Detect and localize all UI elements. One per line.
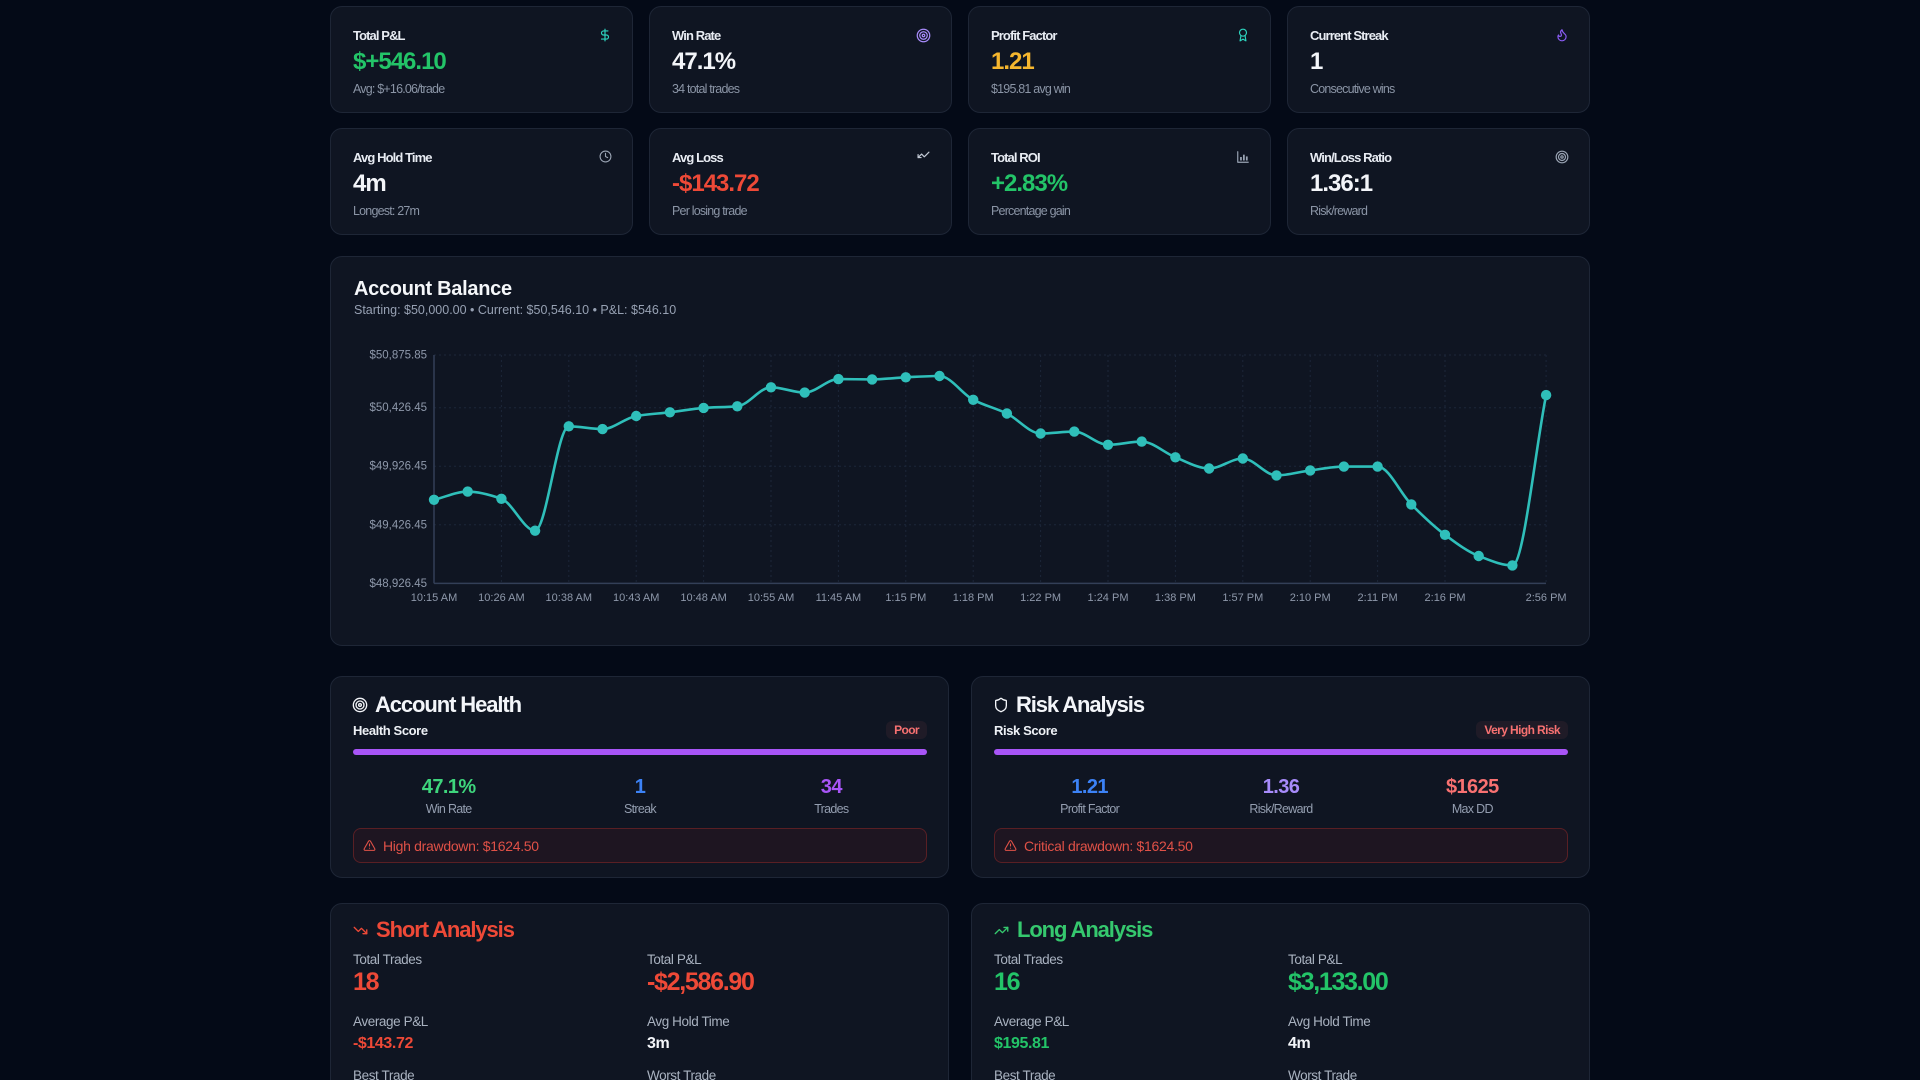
svg-text:$50,875.85: $50,875.85 [369,350,427,362]
svg-text:10:48 AM: 10:48 AM [680,592,726,604]
svg-text:1:57 PM: 1:57 PM [1222,592,1263,604]
svg-text:$50,426.45: $50,426.45 [369,402,427,414]
svg-text:2:10 PM: 2:10 PM [1290,592,1331,604]
svg-text:10:26 AM: 10:26 AM [478,592,524,604]
svg-text:2:56 PM: 2:56 PM [1526,592,1567,604]
svg-text:1:15 PM: 1:15 PM [885,592,926,604]
svg-text:2:11 PM: 2:11 PM [1358,592,1398,604]
svg-text:1:18 PM: 1:18 PM [953,592,994,604]
svg-text:11:45 AM: 11:45 AM [816,592,862,604]
svg-text:1:22 PM: 1:22 PM [1020,592,1061,604]
svg-text:1:24 PM: 1:24 PM [1088,592,1129,604]
svg-text:$49,426.45: $49,426.45 [369,519,427,531]
svg-text:10:43 AM: 10:43 AM [613,592,659,604]
svg-text:10:15 AM: 10:15 AM [411,592,457,604]
svg-text:10:55 AM: 10:55 AM [748,592,794,604]
svg-text:$49,926.45: $49,926.45 [369,461,427,473]
svg-text:1:38 PM: 1:38 PM [1155,592,1196,604]
svg-text:10:38 AM: 10:38 AM [546,592,592,604]
svg-text:$48,926.45: $48,926.45 [369,578,427,590]
svg-text:2:16 PM: 2:16 PM [1425,592,1466,604]
